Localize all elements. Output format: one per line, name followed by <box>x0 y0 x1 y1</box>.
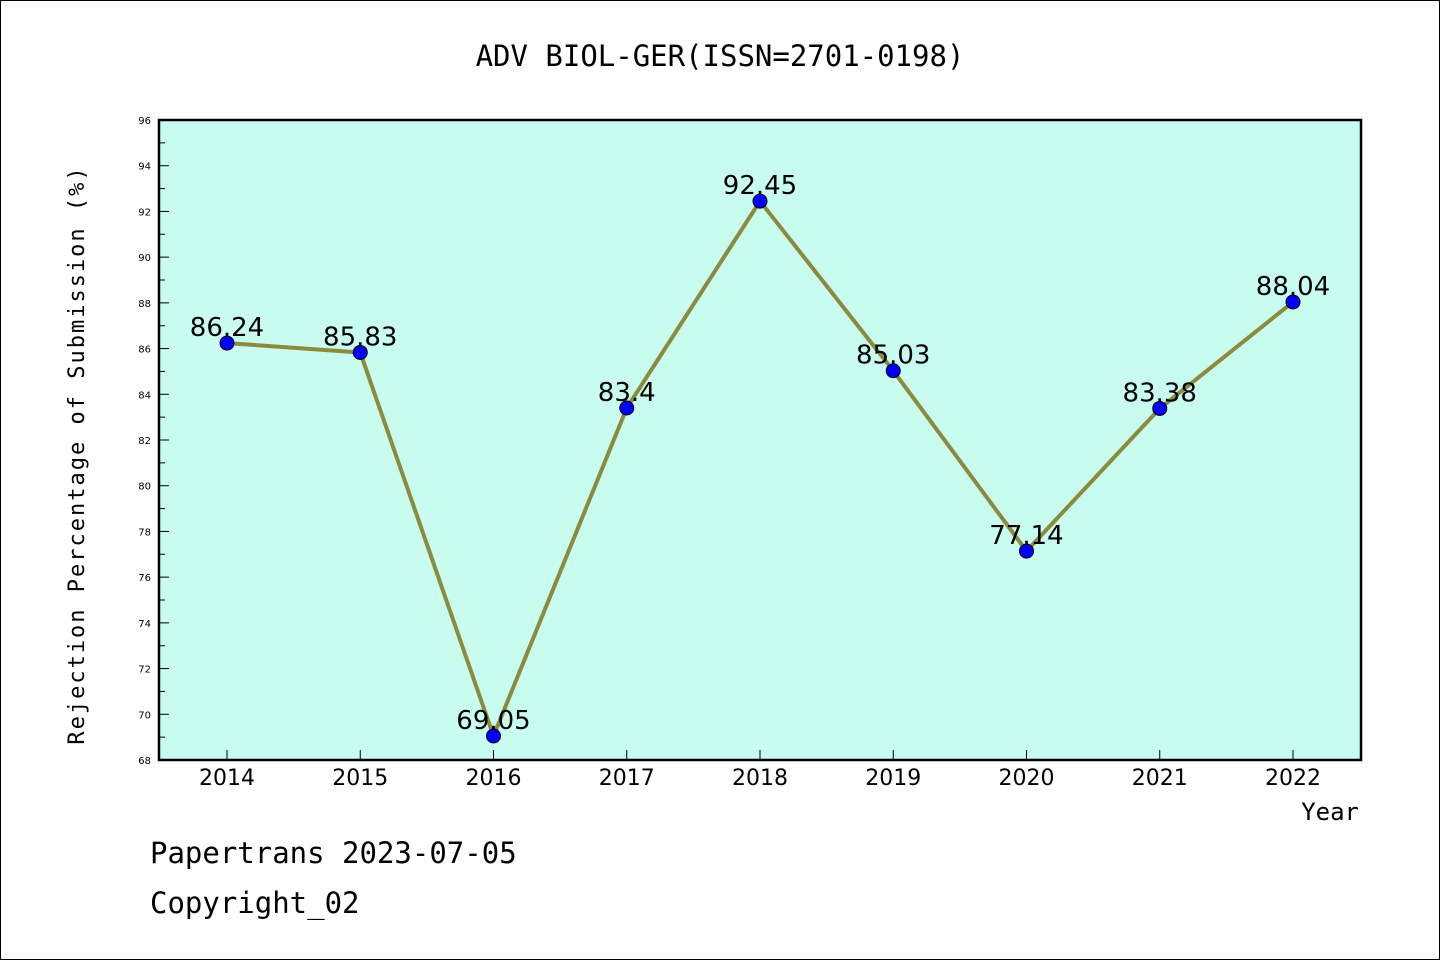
y-tick-label: 90 <box>138 253 151 264</box>
x-tick-label: 2022 <box>1265 766 1321 791</box>
y-tick-label: 74 <box>138 619 151 630</box>
data-point <box>752 193 768 209</box>
y-tick-label: 76 <box>138 573 151 584</box>
data-point <box>352 344 368 360</box>
y-tick-label: 78 <box>138 527 151 538</box>
data-labels: 86.24 85.83 69.05 83.4 92.45 85.03 77.14 83.38 8… <box>190 171 1330 736</box>
x-tick-label: 2018 <box>732 766 788 791</box>
x-axis-ticks: 2014 2015 2016 2017 2018 2019 2020 2021 2022 <box>199 750 1321 791</box>
data-point <box>619 400 635 416</box>
x-tick-label: 2014 <box>199 766 255 791</box>
y-tick-label: 88 <box>138 299 151 310</box>
x-tick-label: 2019 <box>865 766 921 791</box>
data-label: 83.38 <box>1123 378 1197 408</box>
y-axis-label: Rejection Percentage of Submission (%) <box>65 165 90 744</box>
data-label: 92.45 <box>723 171 797 201</box>
plot-border <box>157 118 1363 762</box>
data-label: 85.83 <box>323 322 397 352</box>
y-tick-label: 86 <box>138 345 151 356</box>
x-tick-label: 2015 <box>332 766 388 791</box>
x-tick-label: 2017 <box>599 766 655 791</box>
y-tick-label: 82 <box>138 436 151 447</box>
data-label: 88.04 <box>1256 272 1330 302</box>
footer-copyright: Copyright_02 <box>150 886 360 920</box>
x-tick-label: 2021 <box>1132 766 1188 791</box>
chart-title: ADV BIOL-GER(ISSN=2701-0198) <box>476 39 965 73</box>
data-point <box>486 728 501 744</box>
y-tick-label: 72 <box>138 665 151 676</box>
y-tick-label: 94 <box>138 162 151 173</box>
data-label: 77.14 <box>989 521 1063 551</box>
x-tick-label: 2020 <box>999 766 1055 791</box>
data-label: 69.05 <box>456 706 530 736</box>
data-label: 83.4 <box>598 378 656 408</box>
footer-date: Papertrans 2023-07-05 <box>150 836 517 870</box>
y-tick-label: 68 <box>138 756 151 767</box>
y-tick-label: 92 <box>138 207 151 218</box>
data-point <box>1152 400 1168 416</box>
y-tick-label: 70 <box>138 710 151 721</box>
plot-area <box>159 120 1361 760</box>
data-point <box>1019 543 1034 559</box>
y-tick-label: 84 <box>138 390 151 401</box>
data-point <box>885 363 901 379</box>
data-label: 85.03 <box>856 341 930 371</box>
y-tick-label: 80 <box>138 482 151 493</box>
y-axis-ticks: 68 70 72 74 76 78 80 82 84 86 88 90 92 94 96 <box>138 116 169 767</box>
x-tick-label: 2016 <box>466 766 522 791</box>
x-axis-label: Year <box>1301 798 1359 826</box>
data-series <box>219 193 1301 744</box>
data-point <box>219 335 235 351</box>
data-label: 86.24 <box>190 313 264 343</box>
y-tick-label: 96 <box>138 116 151 127</box>
data-point <box>1285 294 1301 310</box>
